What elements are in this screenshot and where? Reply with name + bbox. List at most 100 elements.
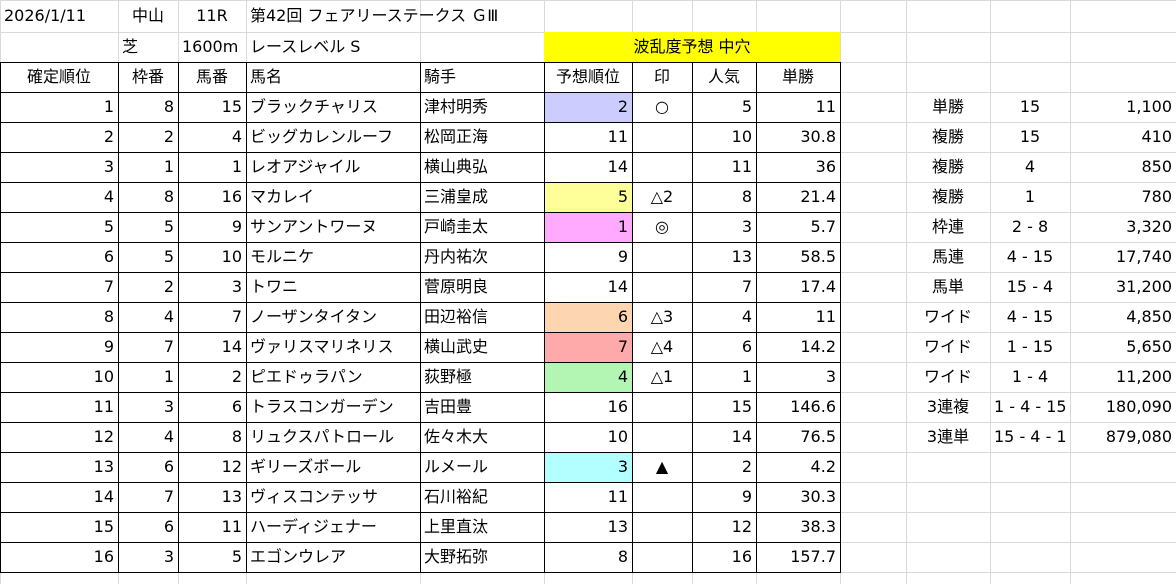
cell: 5 xyxy=(163,247,174,266)
cell: 146.6 xyxy=(790,397,836,416)
cell: 9 xyxy=(231,217,242,236)
cell: 8 xyxy=(163,187,174,206)
cell: 1 xyxy=(544,212,632,242)
cell: 馬単 xyxy=(931,277,964,296)
table-border xyxy=(0,62,841,63)
cell: 8 xyxy=(741,187,752,206)
table-border xyxy=(246,62,247,573)
cell: 津村明秀 xyxy=(424,97,489,116)
cell: 58.5 xyxy=(800,247,836,266)
cell: 2026/1/11 xyxy=(4,6,87,25)
cell: 879,080 xyxy=(1105,427,1172,446)
cell: △1 xyxy=(650,367,674,386)
cell: △3 xyxy=(650,307,674,326)
cell: ルメール xyxy=(424,457,489,476)
cell: 850 xyxy=(1141,157,1172,176)
table-border xyxy=(0,482,841,483)
table-border xyxy=(0,572,841,573)
cell: ○ xyxy=(655,97,669,116)
cell: 3 xyxy=(544,452,632,482)
cell xyxy=(632,152,692,182)
grid-line xyxy=(1070,0,1071,584)
cell: 1 xyxy=(103,97,114,116)
cell: ハーディジェナー xyxy=(250,517,377,536)
cell: 芝 xyxy=(122,37,139,56)
cell: 枠番 xyxy=(131,67,164,86)
cell: 3,320 xyxy=(1126,217,1172,236)
cell: 15 - 4 xyxy=(1006,277,1054,296)
table-border xyxy=(0,212,841,213)
cell: 松岡正海 xyxy=(424,127,489,146)
cell: 6 xyxy=(741,337,752,356)
cell: 13 xyxy=(607,517,628,536)
cell: ▲ xyxy=(655,457,669,476)
table-border xyxy=(0,392,841,393)
cell: 8 xyxy=(231,427,242,446)
cell: 横山典弘 xyxy=(424,157,489,176)
cell: 16 xyxy=(731,547,752,566)
cell: ビッグカレンルーフ xyxy=(250,127,394,146)
table-border xyxy=(0,542,841,543)
cell: 9 xyxy=(103,337,114,356)
cell: 11 xyxy=(607,487,628,506)
cell: 三浦皇成 xyxy=(424,187,489,206)
cell: 3 xyxy=(825,367,836,386)
cell: 石川裕紀 xyxy=(424,487,489,506)
cell: 単勝 xyxy=(781,67,814,86)
cell: 11 xyxy=(607,127,628,146)
cell: 38.3 xyxy=(800,517,836,536)
cell: 2 xyxy=(163,277,174,296)
cell: 1 xyxy=(163,367,174,386)
cell: 5 xyxy=(103,217,114,236)
table-border xyxy=(118,62,119,573)
cell: 7 xyxy=(163,337,174,356)
cell: △2 xyxy=(650,187,674,206)
cell: 1 - 15 xyxy=(1006,337,1054,356)
cell: 佐々木大 xyxy=(424,427,489,446)
cell: 11 xyxy=(93,397,114,416)
cell: トワニ xyxy=(250,277,299,296)
cell xyxy=(632,272,692,302)
table-border xyxy=(756,62,757,573)
cell: 7 xyxy=(163,487,174,506)
cell: 8 xyxy=(163,97,174,116)
cell: 30.8 xyxy=(800,127,836,146)
cell: 菅原明良 xyxy=(424,277,489,296)
cell: 17,740 xyxy=(1116,247,1172,266)
cell: 7 xyxy=(544,332,632,362)
cell: 21.4 xyxy=(800,187,836,206)
cell: ピエドゥラパン xyxy=(250,367,363,386)
table-border xyxy=(840,62,841,573)
cell: 15 - 4 - 1 xyxy=(994,427,1067,446)
cell: 16 xyxy=(221,187,242,206)
cell: 2 - 8 xyxy=(1011,217,1049,236)
cell: 3連複 xyxy=(926,397,970,416)
cell: 15 xyxy=(93,517,114,536)
cell: 単勝 xyxy=(931,97,964,116)
cell: 4.2 xyxy=(810,457,836,476)
cell: 1 xyxy=(231,157,242,176)
cell: 予想順位 xyxy=(555,67,620,86)
cell xyxy=(632,542,692,572)
cell: レースレベル S xyxy=(250,37,361,56)
cell: 1 - 4 - 15 xyxy=(994,397,1067,416)
cell: 5 xyxy=(741,97,752,116)
cell: 15 xyxy=(731,397,752,416)
table-border xyxy=(0,422,841,423)
cell: 11 xyxy=(221,517,242,536)
table-border xyxy=(0,302,841,303)
cell: 3 xyxy=(741,217,752,236)
cell: 1,100 xyxy=(1126,97,1172,116)
cell xyxy=(632,512,692,542)
table-border xyxy=(0,62,1,573)
cell xyxy=(632,482,692,512)
cell: 157.7 xyxy=(790,547,836,566)
table-border xyxy=(0,452,841,453)
cell: 9 xyxy=(617,247,628,266)
cell: 11 xyxy=(731,157,752,176)
cell: 7 xyxy=(231,307,242,326)
cell: 16 xyxy=(93,547,114,566)
cell: 14.2 xyxy=(800,337,836,356)
table-border xyxy=(692,62,693,573)
cell: 10 xyxy=(93,367,114,386)
